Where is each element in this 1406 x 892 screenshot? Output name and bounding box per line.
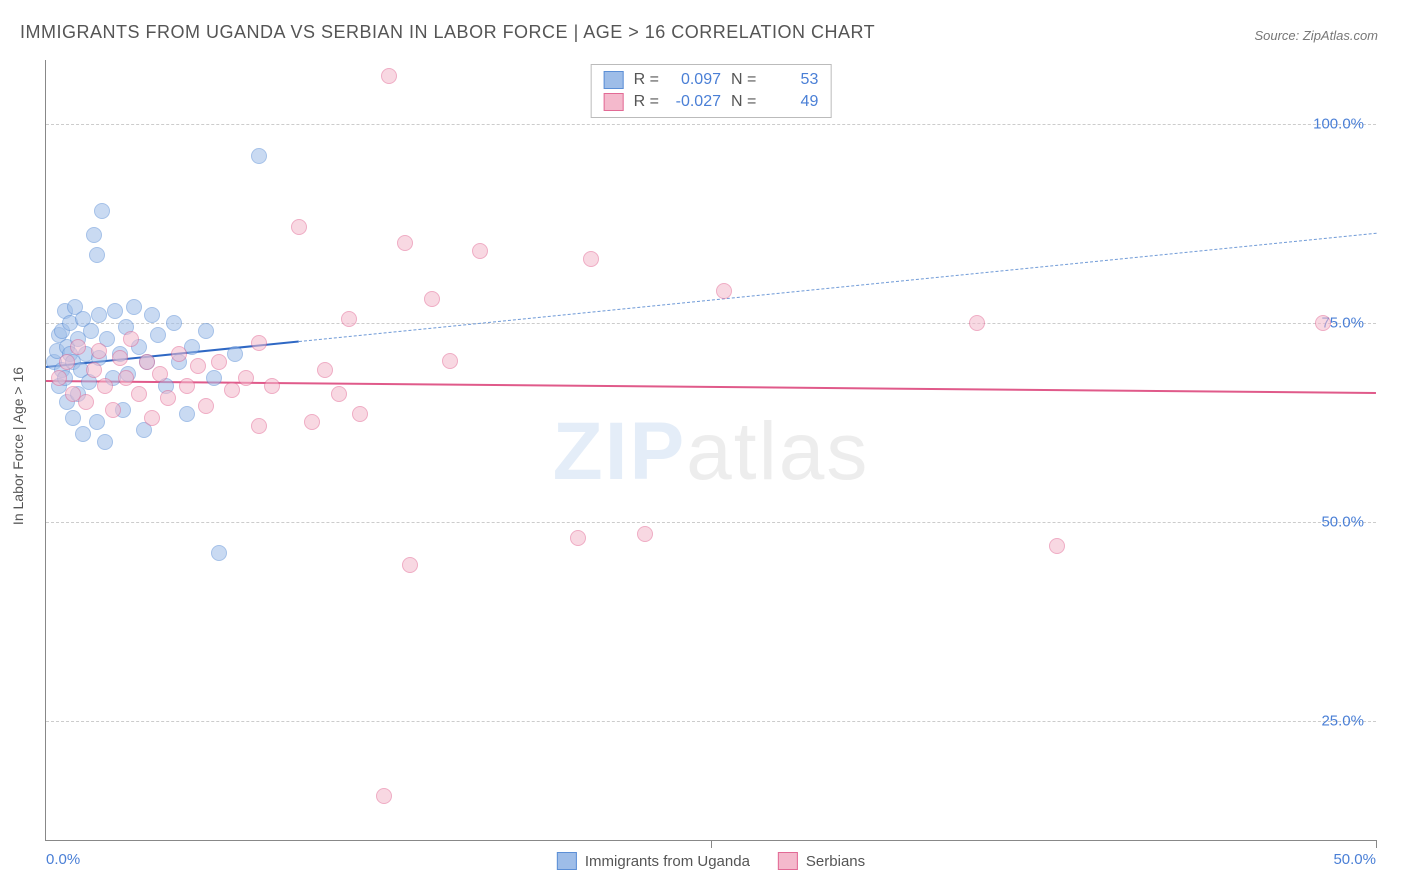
point-serbian — [211, 354, 227, 370]
point-serbian — [198, 398, 214, 414]
chart-title: IMMIGRANTS FROM UGANDA VS SERBIAN IN LAB… — [20, 22, 875, 43]
point-uganda — [126, 299, 142, 315]
point-serbian — [381, 68, 397, 84]
point-serbian — [224, 382, 240, 398]
point-uganda — [86, 227, 102, 243]
point-serbian — [304, 414, 320, 430]
point-serbian — [238, 370, 254, 386]
point-uganda — [150, 327, 166, 343]
y-tick-label: 25.0% — [1321, 712, 1364, 729]
point-serbian — [716, 283, 732, 299]
point-serbian — [397, 235, 413, 251]
point-uganda — [89, 247, 105, 263]
point-serbian — [105, 402, 121, 418]
x-tick-mark — [711, 840, 712, 848]
point-serbian — [1315, 315, 1331, 331]
y-tick-label: 100.0% — [1313, 115, 1364, 132]
point-serbian — [291, 219, 307, 235]
point-uganda — [97, 434, 113, 450]
point-serbian — [59, 354, 75, 370]
point-serbian — [123, 331, 139, 347]
point-uganda — [107, 303, 123, 319]
point-serbian — [376, 788, 392, 804]
point-uganda — [144, 307, 160, 323]
scatter-plot-area: ZIPatlas R = 0.097 N = 53 R = -0.027 N =… — [45, 60, 1376, 841]
grid-line-h — [46, 522, 1376, 523]
correlation-legend: R = 0.097 N = 53 R = -0.027 N = 49 — [591, 64, 832, 118]
grid-line-h — [46, 721, 1376, 722]
point-serbian — [472, 243, 488, 259]
trend-line — [299, 233, 1376, 342]
point-serbian — [317, 362, 333, 378]
point-serbian — [331, 386, 347, 402]
point-serbian — [160, 390, 176, 406]
point-serbian — [570, 530, 586, 546]
point-serbian — [97, 378, 113, 394]
grid-line-h — [46, 124, 1376, 125]
point-uganda — [211, 545, 227, 561]
point-serbian — [969, 315, 985, 331]
point-serbian — [112, 350, 128, 366]
point-uganda — [91, 307, 107, 323]
point-serbian — [637, 526, 653, 542]
point-serbian — [190, 358, 206, 374]
legend-row-uganda: R = 0.097 N = 53 — [604, 69, 819, 91]
point-uganda — [94, 203, 110, 219]
point-serbian — [424, 291, 440, 307]
x-tick-mark — [1376, 840, 1377, 848]
point-serbian — [78, 394, 94, 410]
point-serbian — [118, 370, 134, 386]
point-serbian — [442, 353, 458, 369]
point-uganda — [251, 148, 267, 164]
point-uganda — [166, 315, 182, 331]
point-serbian — [341, 311, 357, 327]
point-serbian — [1049, 538, 1065, 554]
grid-line-h — [46, 323, 1376, 324]
swatch-uganda — [604, 71, 624, 89]
point-serbian — [583, 251, 599, 267]
point-serbian — [402, 557, 418, 573]
point-serbian — [179, 378, 195, 394]
point-serbian — [251, 418, 267, 434]
legend-item-serbians: Serbians — [778, 852, 865, 870]
point-serbian — [131, 386, 147, 402]
point-serbian — [51, 370, 67, 386]
swatch-serbians — [604, 93, 624, 111]
point-serbian — [152, 366, 168, 382]
legend-item-uganda: Immigrants from Uganda — [557, 852, 750, 870]
series-legend: Immigrants from Uganda Serbians — [557, 852, 865, 870]
point-uganda — [89, 414, 105, 430]
point-serbian — [86, 362, 102, 378]
x-tick-label: 0.0% — [46, 851, 80, 868]
point-serbian — [171, 346, 187, 362]
point-serbian — [251, 335, 267, 351]
point-serbian — [144, 410, 160, 426]
point-uganda — [206, 370, 222, 386]
point-uganda — [198, 323, 214, 339]
x-tick-label: 50.0% — [1333, 851, 1376, 868]
point-uganda — [179, 406, 195, 422]
y-axis-label: In Labor Force | Age > 16 — [10, 367, 26, 525]
point-uganda — [83, 323, 99, 339]
point-uganda — [65, 410, 81, 426]
point-uganda — [75, 426, 91, 442]
source-attribution: Source: ZipAtlas.com — [1254, 28, 1378, 43]
point-serbian — [139, 354, 155, 370]
point-serbian — [91, 343, 107, 359]
point-serbian — [352, 406, 368, 422]
point-serbian — [70, 339, 86, 355]
watermark: ZIPatlas — [553, 405, 870, 499]
point-uganda — [227, 346, 243, 362]
swatch-serbians — [778, 852, 798, 870]
swatch-uganda — [557, 852, 577, 870]
y-tick-label: 50.0% — [1321, 513, 1364, 530]
legend-row-serbians: R = -0.027 N = 49 — [604, 91, 819, 113]
point-serbian — [264, 378, 280, 394]
